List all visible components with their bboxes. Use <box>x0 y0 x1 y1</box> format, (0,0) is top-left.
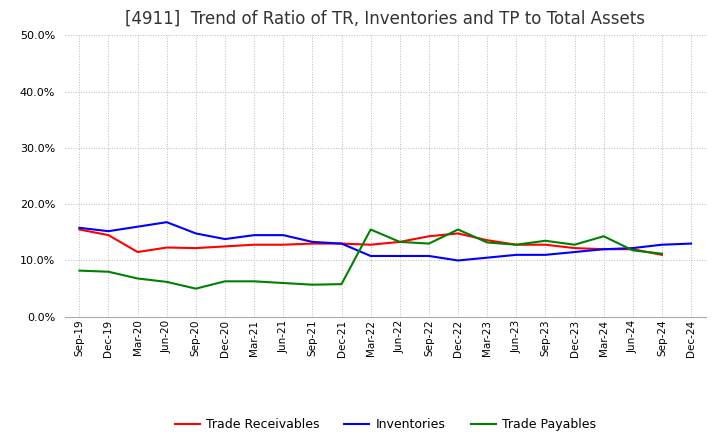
Inventories <box>629 246 637 251</box>
Inventories <box>657 242 666 247</box>
Trade Receivables <box>366 242 375 247</box>
Trade Receivables <box>395 239 404 245</box>
Line: Trade Receivables: Trade Receivables <box>79 230 662 255</box>
Trade Payables <box>454 227 462 232</box>
Inventories <box>279 232 287 238</box>
Trade Receivables <box>163 245 171 250</box>
Trade Payables <box>512 242 521 247</box>
Trade Payables <box>163 279 171 285</box>
Trade Payables <box>192 286 200 291</box>
Inventories <box>366 253 375 259</box>
Trade Payables <box>308 282 317 287</box>
Legend: Trade Receivables, Inventories, Trade Payables: Trade Receivables, Inventories, Trade Pa… <box>170 413 600 436</box>
Trade Receivables <box>599 246 608 252</box>
Trade Receivables <box>220 244 229 249</box>
Inventories <box>308 239 317 245</box>
Trade Receivables <box>483 238 492 243</box>
Trade Payables <box>395 239 404 245</box>
Inventories <box>75 225 84 231</box>
Trade Payables <box>629 248 637 253</box>
Trade Payables <box>657 251 666 257</box>
Trade Receivables <box>192 246 200 251</box>
Inventories <box>395 253 404 259</box>
Trade Payables <box>250 279 258 284</box>
Inventories <box>133 224 142 229</box>
Inventories <box>337 241 346 246</box>
Inventories <box>250 232 258 238</box>
Trade Receivables <box>425 234 433 239</box>
Trade Payables <box>425 241 433 246</box>
Trade Receivables <box>250 242 258 247</box>
Trade Receivables <box>308 241 317 246</box>
Trade Payables <box>366 227 375 232</box>
Trade Receivables <box>104 232 113 238</box>
Inventories <box>192 231 200 236</box>
Inventories <box>570 249 579 255</box>
Line: Trade Payables: Trade Payables <box>79 230 662 289</box>
Inventories <box>425 253 433 259</box>
Inventories <box>541 252 550 257</box>
Trade Payables <box>279 280 287 286</box>
Trade Receivables <box>541 242 550 247</box>
Inventories <box>599 246 608 252</box>
Trade Payables <box>75 268 84 273</box>
Trade Receivables <box>657 252 666 257</box>
Inventories <box>104 228 113 234</box>
Trade Payables <box>104 269 113 275</box>
Trade Payables <box>133 276 142 281</box>
Inventories <box>163 220 171 225</box>
Inventories <box>512 252 521 257</box>
Trade Payables <box>541 238 550 243</box>
Title: [4911]  Trend of Ratio of TR, Inventories and TP to Total Assets: [4911] Trend of Ratio of TR, Inventories… <box>125 10 645 28</box>
Trade Payables <box>220 279 229 284</box>
Trade Receivables <box>570 246 579 251</box>
Trade Receivables <box>133 249 142 255</box>
Trade Receivables <box>279 242 287 247</box>
Trade Receivables <box>512 242 521 247</box>
Trade Receivables <box>454 231 462 236</box>
Inventories <box>454 258 462 263</box>
Inventories <box>220 236 229 242</box>
Trade Receivables <box>75 227 84 232</box>
Trade Payables <box>570 242 579 247</box>
Trade Payables <box>483 240 492 245</box>
Trade Receivables <box>337 241 346 246</box>
Inventories <box>687 241 696 246</box>
Inventories <box>483 255 492 260</box>
Trade Payables <box>337 282 346 287</box>
Line: Inventories: Inventories <box>79 222 691 260</box>
Trade Receivables <box>629 246 637 252</box>
Trade Payables <box>599 234 608 239</box>
